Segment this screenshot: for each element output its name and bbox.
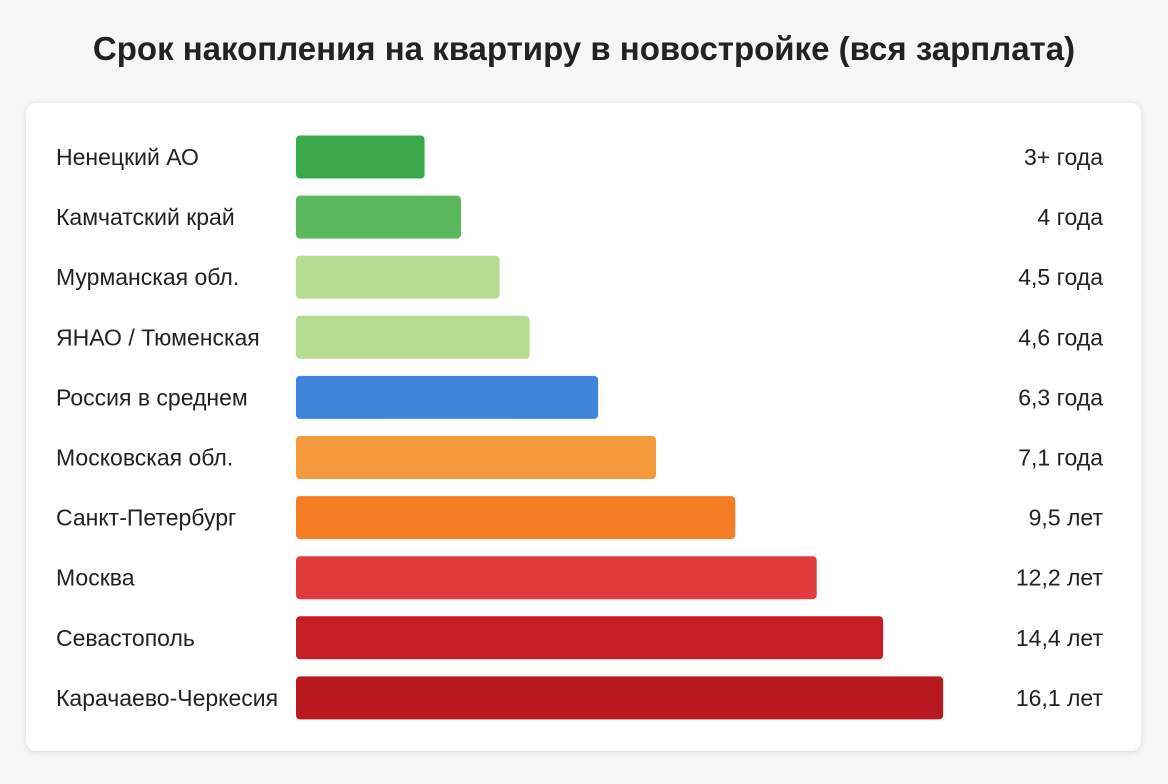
value-label: 12,2 лет (1016, 565, 1104, 591)
bar (296, 556, 817, 600)
category-label: Москва (56, 565, 135, 591)
category-label: Московская обл. (56, 445, 233, 471)
value-label: 14,4 лет (1016, 625, 1104, 651)
value-label: 6,3 года (1018, 384, 1103, 410)
bar (296, 676, 944, 720)
value-label: 4 года (1037, 204, 1103, 230)
category-label: Ненецкий АО (56, 144, 199, 170)
bar (296, 375, 599, 419)
bar (296, 496, 736, 540)
category-label: Севастополь (56, 625, 195, 651)
category-label: Санкт-Петербург (56, 505, 236, 531)
bar (296, 616, 884, 660)
category-label: Карачаево-Черкесия (56, 685, 278, 711)
value-label: 4,5 года (1018, 264, 1103, 290)
value-label: 16,1 лет (1016, 685, 1104, 711)
value-label: 4,6 года (1018, 324, 1103, 350)
category-label: Камчатский край (56, 204, 235, 230)
category-label: Мурманская обл. (56, 264, 239, 290)
value-label: 3+ года (1024, 144, 1103, 170)
bar (296, 195, 461, 239)
value-label: 9,5 лет (1029, 505, 1104, 531)
category-label: ЯНАО / Тюменская (56, 324, 260, 350)
bar (296, 255, 500, 299)
bar (296, 436, 656, 479)
chart-title: Срок накопления на квартиру в новостройк… (92, 30, 1076, 67)
bar (296, 315, 530, 359)
value-label: 7,1 года (1018, 445, 1103, 471)
category-label: Россия в среднем (56, 384, 248, 410)
bar (296, 135, 425, 179)
